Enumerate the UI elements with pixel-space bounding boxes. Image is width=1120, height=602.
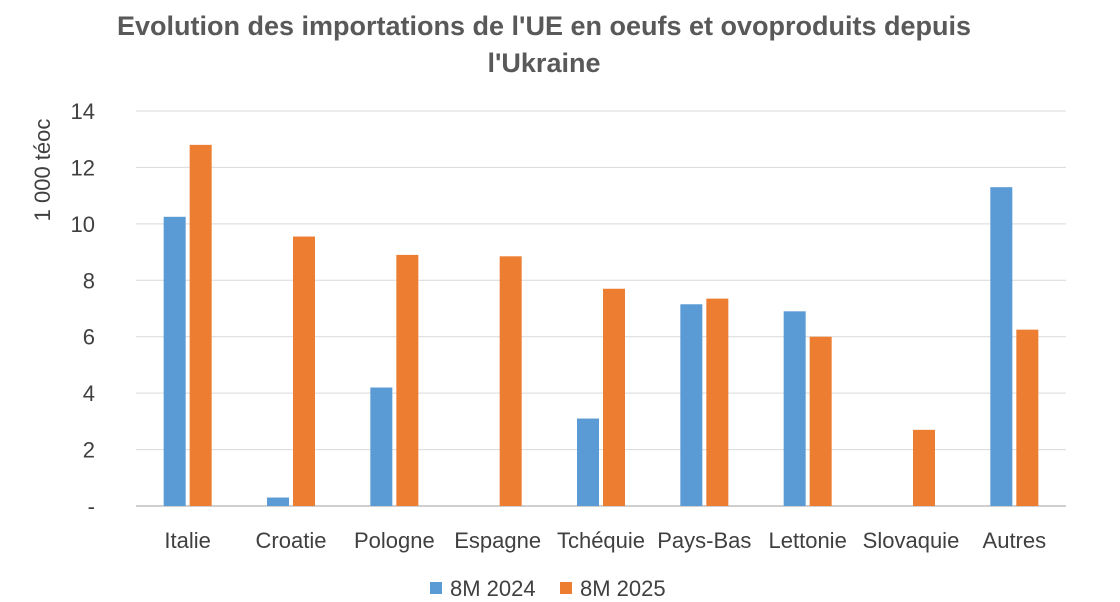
- chart-title: Evolution des importations de l'UE en oe…: [117, 11, 971, 78]
- y-tick-label-6: 6: [83, 325, 95, 350]
- bar-italie-series-2: [189, 144, 212, 506]
- bar-italie-series-1: [163, 216, 186, 506]
- bar-autres-series-2: [1016, 329, 1039, 506]
- y-axis-ticks: - 2 4 6 8 10 12 14: [71, 99, 95, 519]
- x-axis-categories: Italie Croatie Pologne Espagne Tchéquie Pays-…: [164, 528, 1046, 553]
- chart-title-line-2: l'Ukraine: [488, 48, 601, 78]
- x-category-label: Lettonie: [769, 528, 847, 553]
- x-category-label: Autres: [983, 528, 1047, 553]
- bar-lettonie-series-1: [783, 311, 806, 506]
- bar-pologne-series-1: [370, 387, 393, 506]
- x-category-label: Slovaquie: [863, 528, 960, 553]
- x-category-label: Italie: [164, 528, 210, 553]
- bar-pays-bas-series-2: [706, 298, 729, 506]
- bar-slovaquie-series-2: [913, 429, 935, 506]
- y-axis-title: 1 000 téoc: [30, 119, 55, 222]
- bars: [163, 144, 1039, 506]
- legend-swatch-series-2: [560, 582, 572, 594]
- chart-title-line-1: Evolution des importations de l'UE en oe…: [117, 11, 971, 41]
- bar-croatie-series-1: [267, 497, 289, 506]
- bar-tchéquie-series-1: [577, 418, 599, 506]
- y-tick-label-2: 2: [83, 438, 95, 463]
- legend-label-series-1: 8M 2024: [450, 576, 536, 601]
- legend-label-series-2: 8M 2025: [580, 576, 666, 601]
- x-category-label: Espagne: [454, 528, 541, 553]
- bar-pologne-series-2: [396, 254, 419, 506]
- bar-espagne-series-2: [499, 256, 522, 506]
- y-tick-label-4: 4: [83, 381, 95, 406]
- bar-pays-bas-series-1: [680, 304, 703, 506]
- y-tick-label-12: 12: [71, 155, 95, 180]
- gridlines: [136, 110, 1066, 507]
- bar-croatie-series-2: [293, 236, 315, 506]
- bar-tchéquie-series-2: [603, 288, 625, 506]
- x-category-label: Pologne: [354, 528, 435, 553]
- y-axis-title: 1 000 téoc: [30, 119, 55, 222]
- y-tick-label-0: -: [88, 494, 95, 519]
- bar-autres-series-1: [990, 187, 1013, 506]
- legend-swatch-series-1: [430, 582, 442, 594]
- bar-lettonie-series-2: [809, 336, 832, 506]
- x-category-label: Tchéquie: [557, 528, 645, 553]
- y-tick-label-8: 8: [83, 268, 95, 293]
- y-tick-label-10: 10: [71, 212, 95, 237]
- x-category-label: Croatie: [256, 528, 327, 553]
- y-tick-label-14: 14: [71, 99, 95, 124]
- x-category-label: Pays-Bas: [657, 528, 751, 553]
- legend: 8M 2024 8M 2025: [430, 576, 666, 601]
